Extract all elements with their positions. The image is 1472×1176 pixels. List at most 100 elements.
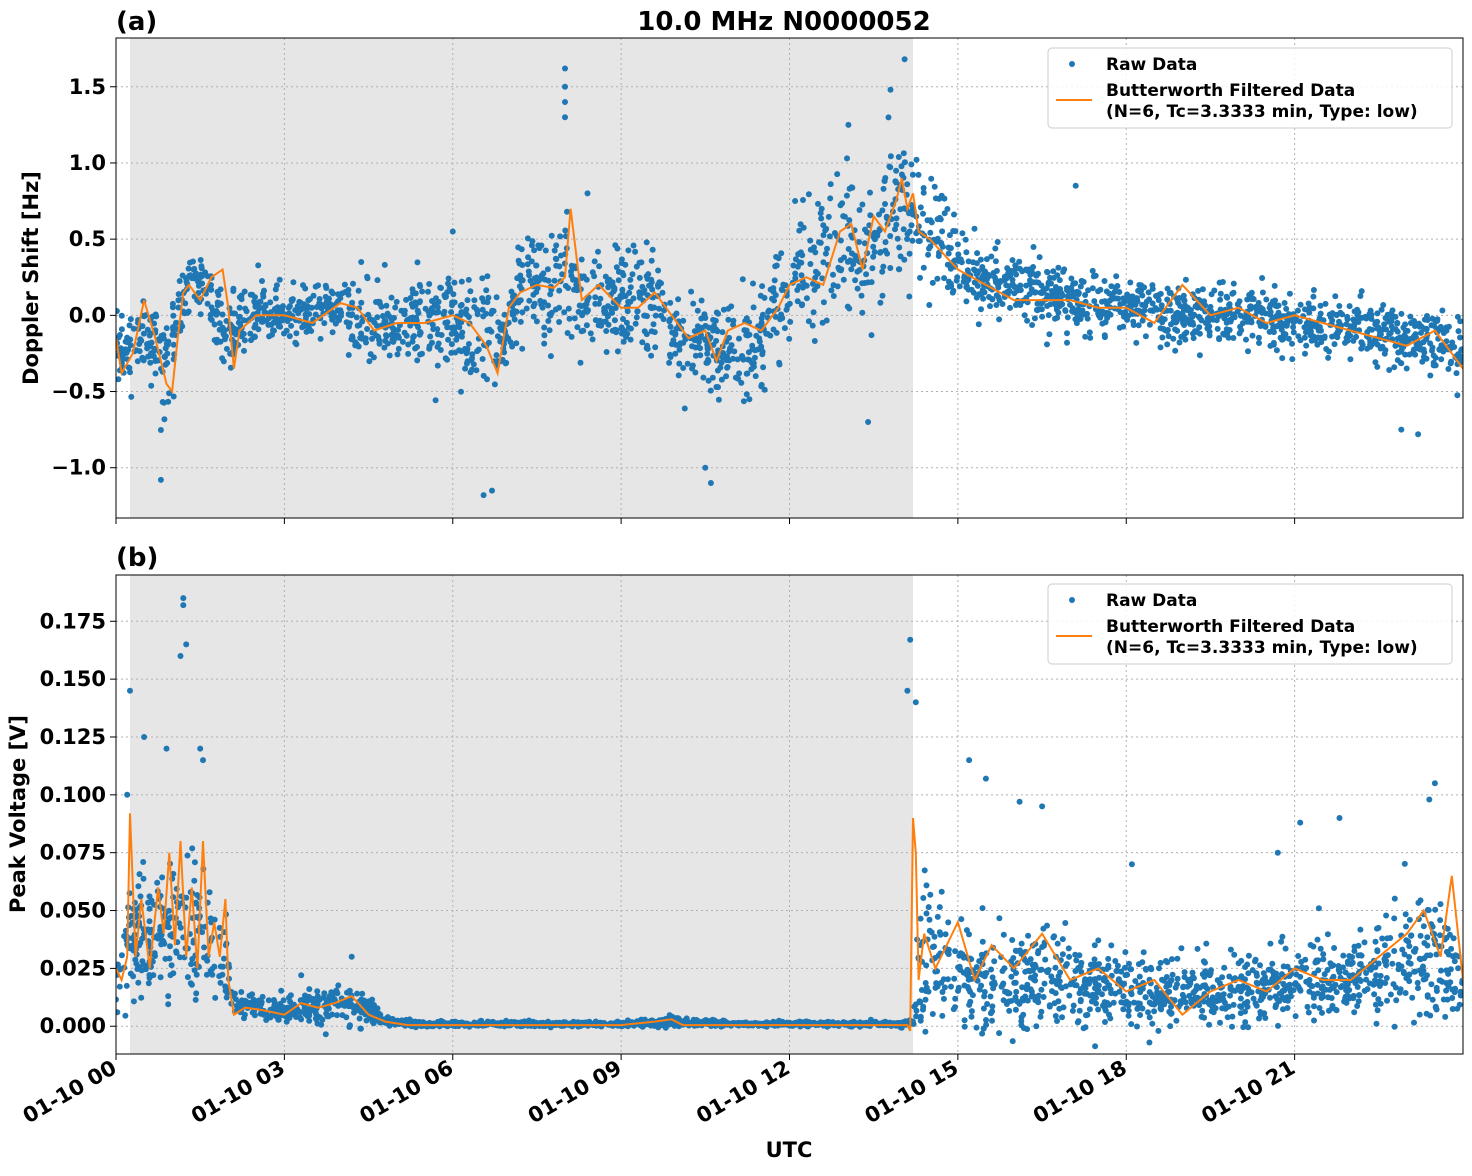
raw-data-point [1451, 344, 1457, 350]
raw-data-point [1257, 962, 1263, 968]
raw-data-point [822, 227, 828, 233]
raw-data-point [639, 339, 645, 345]
raw-data-point [787, 301, 793, 307]
raw-data-point [675, 296, 681, 302]
raw-data-point [1158, 325, 1164, 331]
raw-data-point [148, 383, 154, 389]
raw-data-outlier [450, 229, 456, 235]
raw-data-point [1427, 373, 1433, 379]
raw-data-point [835, 265, 841, 271]
raw-data-point [520, 277, 526, 283]
raw-data-point [918, 204, 924, 210]
raw-data-point [417, 283, 423, 289]
raw-data-point [1183, 277, 1189, 283]
raw-data-point [955, 988, 961, 994]
raw-data-point [435, 331, 441, 337]
raw-data-point [904, 236, 910, 242]
raw-data-point [1013, 272, 1019, 278]
raw-data-point [451, 280, 457, 286]
raw-data-point [715, 311, 721, 317]
raw-data-point [1039, 300, 1045, 306]
raw-data-point [952, 996, 958, 1002]
raw-data-point [458, 303, 464, 309]
raw-data-point [1190, 970, 1196, 976]
raw-data-point [323, 285, 329, 291]
raw-data-point [765, 331, 771, 337]
raw-data-point [364, 274, 370, 280]
raw-data-point [1024, 318, 1030, 324]
panel-a-label: (a) [116, 7, 157, 37]
raw-data-point [287, 303, 293, 309]
raw-data-point [145, 354, 151, 360]
raw-data-point [385, 311, 391, 317]
raw-data-point [939, 1013, 945, 1019]
raw-data-point [974, 250, 980, 256]
raw-data-point [963, 237, 969, 243]
raw-data-point [1178, 945, 1184, 951]
raw-data-point [1391, 915, 1397, 921]
raw-data-point [430, 326, 436, 332]
raw-data-point [624, 331, 630, 337]
raw-data-point [951, 976, 957, 982]
raw-data-point [1128, 1021, 1134, 1027]
raw-data-point [692, 370, 698, 376]
raw-data-point [927, 928, 933, 934]
raw-data-point [343, 1014, 349, 1020]
raw-data-point [159, 333, 165, 339]
raw-data-point [1127, 280, 1133, 286]
raw-data-point [1196, 324, 1202, 330]
raw-data-point [592, 294, 598, 300]
y-tick-label: 0.0 [69, 303, 106, 327]
raw-data-point [1054, 1018, 1060, 1024]
raw-data-point [591, 273, 597, 279]
raw-data-point [1348, 961, 1354, 967]
raw-data-point [198, 263, 204, 269]
raw-data-point [404, 333, 410, 339]
raw-data-point [1022, 312, 1028, 318]
raw-data-point [331, 310, 337, 316]
raw-data-point [746, 349, 752, 355]
raw-data-point [650, 247, 656, 253]
raw-data-point [827, 233, 833, 239]
raw-data-point [266, 997, 272, 1003]
raw-data-point [921, 185, 927, 191]
raw-data-point [1341, 999, 1347, 1005]
raw-data-point [127, 369, 133, 375]
raw-data-point [812, 338, 818, 344]
raw-data-point [1391, 948, 1397, 954]
raw-data-point [1254, 980, 1260, 986]
raw-data-point [137, 871, 143, 877]
raw-data-point [713, 318, 719, 324]
raw-data-point [419, 289, 425, 295]
raw-data-point [426, 313, 432, 319]
raw-data-point [1427, 952, 1433, 958]
raw-data-point [383, 303, 389, 309]
raw-data-point [186, 266, 192, 272]
raw-data-point [699, 325, 705, 331]
raw-data-point [347, 320, 353, 326]
raw-data-point [946, 251, 952, 257]
raw-data-point [199, 281, 205, 287]
raw-data-point [346, 292, 352, 298]
raw-data-point [147, 906, 153, 912]
raw-data-point [1186, 993, 1192, 999]
raw-data-point [708, 388, 714, 394]
raw-data-point [1099, 321, 1105, 327]
raw-data-point [1126, 1013, 1132, 1019]
raw-data-point [1042, 957, 1048, 963]
raw-data-point [292, 340, 298, 346]
raw-data-point [1024, 985, 1030, 991]
raw-data-point [1053, 1013, 1059, 1019]
raw-data-point [773, 292, 779, 298]
raw-data-point [831, 282, 837, 288]
raw-data-point [114, 308, 120, 314]
raw-data-point [1337, 969, 1343, 975]
raw-data-point [736, 336, 742, 342]
raw-data-point [668, 324, 674, 330]
raw-data-point [1295, 308, 1301, 314]
raw-data-point [1082, 292, 1088, 298]
raw-data-outlier [1415, 431, 1421, 437]
raw-data-point [1158, 1006, 1164, 1012]
raw-data-point [256, 998, 262, 1004]
